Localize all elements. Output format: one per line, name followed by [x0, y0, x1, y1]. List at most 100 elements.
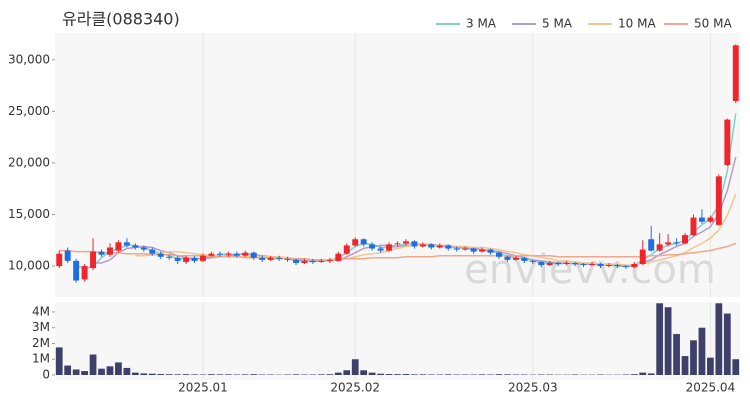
candle-body	[648, 239, 654, 250]
candle-body	[598, 264, 604, 266]
volume-bar	[343, 370, 350, 375]
x-tick-label: 2025.04	[686, 381, 736, 395]
candle-body	[149, 250, 155, 254]
volume-bar	[682, 356, 689, 375]
candle-body	[251, 253, 257, 258]
candle-body	[183, 258, 189, 262]
volume-bar	[56, 347, 63, 375]
candle-body	[589, 264, 595, 265]
volume-bar	[140, 373, 147, 375]
volume-bar	[183, 374, 190, 375]
volume-bar	[191, 374, 198, 375]
candle-body	[445, 245, 451, 248]
candle-body	[217, 254, 223, 255]
candle-body	[420, 244, 426, 246]
volume-bar	[242, 374, 249, 375]
candle-body	[378, 249, 384, 251]
volume-panel	[55, 302, 740, 380]
x-tick-label: 2025.03	[508, 381, 558, 395]
volume-bar	[115, 362, 122, 375]
candle-body	[504, 257, 510, 260]
volume-bar	[656, 303, 663, 375]
volume-bar	[73, 369, 80, 375]
candle-body	[665, 242, 671, 244]
volume-bar	[724, 314, 731, 375]
volume-bar	[479, 374, 486, 375]
candle-body	[115, 242, 121, 250]
candle-body	[462, 249, 468, 250]
candle-body	[581, 264, 587, 265]
volume-bar	[64, 366, 71, 375]
y-tick-label: 10,000	[8, 259, 50, 273]
volume-bar	[639, 373, 646, 375]
candle-body	[716, 176, 722, 224]
candle-body	[166, 257, 172, 258]
candle-body	[158, 254, 164, 257]
volume-bar	[504, 374, 511, 375]
volume-bar	[631, 374, 638, 375]
y-tick-label: 2M	[32, 336, 50, 350]
volume-bar	[445, 374, 452, 375]
legend-label: 10 MA	[618, 17, 656, 31]
candle-body	[124, 242, 130, 245]
candle-body	[318, 261, 324, 262]
candle-body	[200, 256, 206, 261]
volume-bar	[157, 374, 164, 375]
candle-body	[327, 260, 333, 261]
candle-body	[428, 244, 434, 247]
candle-body	[208, 254, 214, 256]
candle-body	[674, 242, 680, 243]
volume-bar	[166, 374, 173, 375]
candle-body	[335, 254, 341, 261]
candle-body	[107, 248, 113, 255]
volume-bar	[293, 374, 300, 375]
candle-body	[530, 261, 536, 262]
volume-bar	[90, 355, 97, 375]
candle-body	[572, 263, 578, 264]
candle-body	[141, 248, 147, 250]
volume-bar	[335, 373, 342, 375]
volume-bar	[403, 374, 410, 375]
candle-body	[496, 253, 502, 257]
candle-body	[471, 249, 477, 252]
candle-body	[225, 254, 231, 255]
candle-body	[513, 258, 519, 260]
y-tick-label: 0	[42, 368, 50, 382]
candle-body	[691, 218, 697, 236]
candle-body	[361, 239, 367, 244]
y-tick-label: 25,000	[8, 104, 50, 118]
candle-body	[259, 258, 265, 260]
legend-label: 50 MA	[694, 17, 732, 31]
candle-body	[614, 265, 620, 266]
candle-body	[479, 250, 485, 252]
candle-body	[555, 263, 561, 264]
volume-bar	[732, 359, 739, 375]
candle-body	[175, 258, 181, 261]
volume-bar	[326, 374, 333, 375]
volume-bar	[107, 366, 114, 375]
candle-body	[82, 266, 88, 279]
volume-bar	[673, 334, 680, 375]
candle-body	[56, 254, 62, 266]
volume-bar	[369, 373, 376, 375]
volume-bar	[496, 374, 503, 375]
volume-bar	[250, 374, 257, 375]
y-tick-label: 1M	[32, 352, 50, 366]
y-tick-label: 4M	[32, 304, 50, 318]
volume-bar	[690, 340, 697, 375]
candle-body	[623, 266, 629, 267]
y-tick-label: 15,000	[8, 207, 50, 221]
candle-body	[564, 263, 570, 264]
volume-bar	[699, 328, 706, 375]
volume-bar	[318, 374, 325, 375]
volume-bar	[665, 307, 672, 375]
volume-bar	[174, 374, 181, 375]
candle-body	[285, 259, 291, 260]
candle-body	[724, 120, 730, 165]
candle-body	[657, 244, 663, 250]
chart-title: 유라클(088340)	[62, 10, 180, 29]
volume-bar	[411, 374, 418, 375]
candle-body	[73, 261, 79, 281]
candle-body	[276, 258, 282, 259]
